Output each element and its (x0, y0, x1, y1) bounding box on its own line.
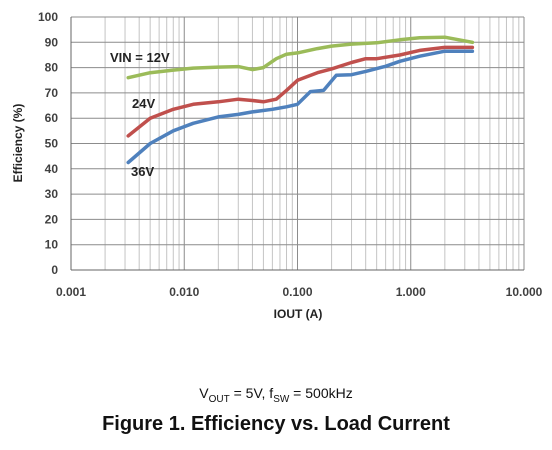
figure-title: Figure 1. Efficiency vs. Load Current (102, 413, 450, 435)
vout-symbol: V (199, 385, 209, 401)
fsw-subscript: SW (273, 393, 290, 405)
x-tick-label: 0.100 (282, 285, 312, 299)
series-label-2: 36V (131, 164, 154, 179)
y-tick-label: 70 (45, 86, 59, 100)
x-tick-label: 10.000 (506, 285, 543, 299)
axes: 0 10 20 30 40 50 60 70 80 90 100 0.001 0.010 0.100 1.0… (38, 10, 543, 299)
series-label-0: VIN = 12V (110, 50, 170, 65)
series-line-2 (126, 49, 475, 165)
y-tick-label: 40 (45, 162, 59, 176)
vout-value: = 5V, f (229, 385, 274, 401)
y-tick-label: 90 (45, 35, 59, 49)
x-tick-label: 0.001 (56, 285, 86, 299)
y-tick-label: 50 (45, 137, 59, 151)
series-lines (126, 35, 475, 165)
x-tick-label: 0.010 (169, 285, 199, 299)
series-labels: VIN = 12V 24V 36V (110, 50, 170, 179)
efficiency-chart: 0 10 20 30 40 50 60 70 80 90 100 0.001 0.010 0.100 1.0… (11, 10, 543, 321)
vout-subscript: OUT (208, 393, 230, 405)
series-line-1 (126, 45, 475, 138)
series-label-1: 24V (132, 96, 155, 111)
y-tick-label: 10 (45, 238, 59, 252)
figure-subcaption: VOUT = 5V, fSW = 500kHz (0, 385, 552, 405)
y-tick-label: 30 (45, 187, 59, 201)
y-tick-label: 20 (45, 212, 59, 226)
series-line-0 (126, 35, 475, 80)
y-tick-label: 100 (38, 10, 58, 24)
y-axis-title: Efficiency (%) (11, 104, 25, 183)
x-axis-title: IOUT (A) (274, 307, 323, 321)
y-tick-label: 80 (45, 61, 59, 75)
y-tick-label: 0 (51, 263, 58, 277)
fsw-value: = 500kHz (289, 385, 353, 401)
y-tick-label: 60 (45, 111, 59, 125)
x-tick-label: 1.000 (396, 285, 426, 299)
